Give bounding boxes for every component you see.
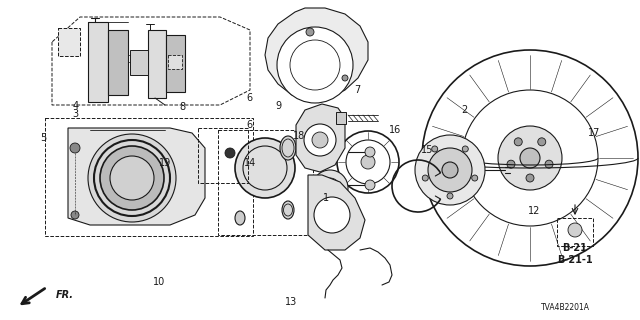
Text: 9: 9 [275, 100, 282, 111]
Polygon shape [130, 50, 148, 75]
Polygon shape [336, 112, 346, 124]
Circle shape [568, 223, 582, 237]
Circle shape [538, 138, 546, 146]
Text: 10: 10 [152, 276, 165, 287]
Text: 7: 7 [354, 84, 360, 95]
Circle shape [88, 134, 176, 222]
Text: FR.: FR. [56, 290, 74, 300]
Circle shape [342, 75, 348, 81]
Circle shape [312, 132, 328, 148]
Text: 16: 16 [388, 124, 401, 135]
Circle shape [71, 211, 79, 219]
Circle shape [428, 148, 472, 192]
Ellipse shape [280, 136, 296, 160]
Text: 4: 4 [72, 100, 79, 111]
Text: 14: 14 [243, 158, 256, 168]
Bar [218, 130, 313, 235]
Text: 8: 8 [179, 102, 186, 112]
Circle shape [304, 124, 336, 156]
Polygon shape [308, 175, 365, 250]
Circle shape [365, 147, 375, 157]
Text: 5: 5 [40, 132, 47, 143]
Circle shape [312, 170, 348, 206]
Polygon shape [68, 128, 205, 225]
Bar [168, 55, 182, 69]
Circle shape [447, 193, 453, 199]
Ellipse shape [361, 155, 375, 169]
Text: 2: 2 [461, 105, 467, 116]
Circle shape [526, 174, 534, 182]
Circle shape [70, 143, 80, 153]
Polygon shape [88, 22, 108, 102]
Text: 6: 6 [246, 92, 253, 103]
Circle shape [545, 160, 553, 168]
Circle shape [520, 148, 540, 168]
Circle shape [235, 138, 295, 198]
Polygon shape [296, 104, 345, 172]
Bar [557, 218, 593, 246]
Circle shape [498, 126, 562, 190]
Circle shape [319, 197, 325, 203]
Circle shape [225, 148, 235, 158]
Text: 12: 12 [528, 206, 541, 216]
Polygon shape [265, 8, 368, 100]
Text: 18: 18 [293, 131, 306, 141]
Circle shape [472, 175, 477, 181]
Circle shape [110, 156, 154, 200]
Text: TVA4B2201A: TVA4B2201A [541, 303, 589, 313]
Text: 3: 3 [72, 108, 79, 119]
Circle shape [442, 162, 458, 178]
Text: 19: 19 [159, 158, 172, 168]
Circle shape [507, 160, 515, 168]
Circle shape [462, 146, 468, 152]
Circle shape [422, 175, 428, 181]
Text: 6: 6 [246, 120, 253, 130]
Text: B-21-1: B-21-1 [557, 255, 593, 265]
Polygon shape [166, 35, 185, 92]
Text: B-21: B-21 [563, 243, 588, 253]
Circle shape [100, 146, 164, 210]
Ellipse shape [235, 211, 245, 225]
Circle shape [515, 138, 522, 146]
Bar [198, 128, 248, 183]
Circle shape [365, 180, 375, 190]
Polygon shape [148, 30, 166, 98]
Circle shape [314, 197, 350, 233]
Circle shape [277, 27, 353, 103]
Text: 1: 1 [323, 193, 330, 204]
Ellipse shape [282, 201, 294, 219]
Circle shape [432, 146, 438, 152]
Text: 13: 13 [285, 297, 298, 308]
Circle shape [320, 178, 340, 198]
Bar [58, 28, 80, 56]
Bar [45, 118, 253, 236]
Text: 15: 15 [421, 145, 434, 156]
Circle shape [306, 28, 314, 36]
Circle shape [415, 135, 485, 205]
Text: 17: 17 [588, 128, 600, 138]
Polygon shape [108, 30, 128, 95]
